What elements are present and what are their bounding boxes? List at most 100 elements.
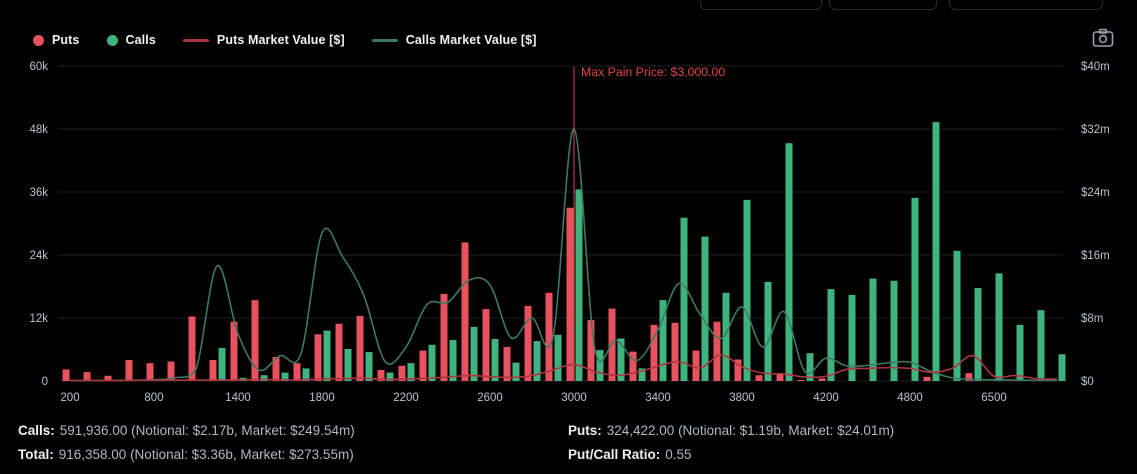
- puts-bar[interactable]: [293, 363, 301, 381]
- puts-bar[interactable]: [797, 379, 805, 381]
- calls-bar[interactable]: [995, 273, 1003, 381]
- puts-bar[interactable]: [713, 321, 721, 381]
- puts-bar[interactable]: [230, 321, 238, 381]
- puts-bar[interactable]: [776, 374, 784, 381]
- puts-bar[interactable]: [503, 346, 511, 381]
- calls-bar[interactable]: [953, 250, 961, 381]
- puts-market-value-line: [69, 354, 1058, 382]
- x-axis-label: 3800: [729, 392, 755, 404]
- puts-bar[interactable]: [104, 375, 112, 381]
- calls-bar[interactable]: [449, 340, 457, 381]
- y-axis-label-right: $8m: [1081, 313, 1103, 325]
- puts-bar[interactable]: [650, 324, 658, 381]
- x-axis-label: 3000: [561, 392, 587, 404]
- puts-bar[interactable]: [923, 376, 931, 381]
- calls-bar[interactable]: [1037, 310, 1045, 381]
- calls-bar[interactable]: [554, 334, 562, 381]
- puts-bar[interactable]: [62, 369, 70, 381]
- puts-bar[interactable]: [314, 334, 322, 381]
- puts-bar[interactable]: [608, 308, 616, 381]
- calls-bar[interactable]: [974, 288, 982, 381]
- calls-bar[interactable]: [932, 122, 940, 382]
- calls-bar[interactable]: [218, 347, 226, 381]
- calls-bar[interactable]: [785, 143, 793, 381]
- calls-bar[interactable]: [659, 300, 667, 381]
- calls-bar[interactable]: [806, 353, 814, 381]
- legend-label: Puts Market Value [$]: [216, 33, 345, 47]
- calls-bar[interactable]: [260, 375, 268, 381]
- puts-bar[interactable]: [629, 351, 637, 381]
- top-cutoff-button-2[interactable]: [829, 0, 937, 10]
- calls-bar[interactable]: [344, 348, 352, 381]
- puts-bar[interactable]: [251, 300, 259, 381]
- camera-screenshot-button[interactable]: [1090, 26, 1116, 50]
- puts-bar[interactable]: [272, 356, 280, 381]
- calls-bar[interactable]: [302, 368, 310, 381]
- calls-bar[interactable]: [1058, 354, 1066, 381]
- puts-bar[interactable]: [356, 315, 364, 381]
- puts-bar[interactable]: [671, 322, 679, 381]
- puts-bar[interactable]: [419, 350, 427, 381]
- calls-bar[interactable]: [1016, 324, 1024, 381]
- puts-bar[interactable]: [377, 369, 385, 381]
- calls-bar[interactable]: [680, 217, 688, 381]
- puts-bar[interactable]: [83, 372, 91, 381]
- calls-bar[interactable]: [428, 344, 436, 381]
- puts-line-icon: [182, 38, 209, 42]
- puts-bar[interactable]: [587, 320, 595, 381]
- calls-bar[interactable]: [743, 199, 751, 381]
- calls-bar[interactable]: [701, 236, 709, 381]
- calls-bar[interactable]: [764, 281, 772, 381]
- calls-bar[interactable]: [533, 341, 541, 381]
- legend-item-calls[interactable]: Calls: [106, 33, 156, 47]
- max-pain-label: Max Pain Price: $3,000.00: [581, 65, 725, 79]
- puts-bar[interactable]: [566, 207, 574, 381]
- puts-bar[interactable]: [188, 316, 196, 381]
- calls-market-value-line: [69, 128, 1058, 382]
- calls-bar[interactable]: [848, 294, 856, 381]
- calls-bar[interactable]: [512, 362, 520, 381]
- calls-bar[interactable]: [323, 330, 331, 381]
- calls-bar[interactable]: [827, 289, 835, 381]
- calls-bar[interactable]: [575, 189, 583, 381]
- puts-bar[interactable]: [146, 363, 154, 381]
- legend-item-puts[interactable]: Puts: [33, 33, 80, 47]
- puts-bar[interactable]: [482, 309, 490, 381]
- calls-bar[interactable]: [911, 197, 919, 381]
- calls-bar[interactable]: [365, 352, 373, 381]
- y-axis-label-right: $16m: [1081, 250, 1110, 262]
- puts-bar[interactable]: [335, 323, 343, 381]
- top-cutoff-button-1[interactable]: [700, 0, 822, 10]
- calls-bar[interactable]: [407, 363, 415, 381]
- calls-bar[interactable]: [491, 339, 499, 381]
- legend-item-puts-market-value[interactable]: Puts Market Value [$]: [182, 33, 345, 47]
- top-cutoff-button-3[interactable]: [949, 0, 1103, 10]
- y-axis-label-left: 36k: [29, 187, 48, 199]
- puts-bar[interactable]: [755, 375, 763, 381]
- x-axis-label: 3400: [645, 392, 671, 404]
- puts-bar[interactable]: [734, 359, 742, 381]
- calls-bar[interactable]: [281, 372, 289, 381]
- puts-bar[interactable]: [818, 378, 826, 381]
- puts-bar[interactable]: [461, 242, 469, 381]
- puts-bar[interactable]: [692, 350, 700, 381]
- puts-stat-label: Puts:: [568, 423, 602, 438]
- puts-bar[interactable]: [398, 365, 406, 381]
- puts-bar[interactable]: [209, 360, 217, 381]
- puts-bar[interactable]: [524, 305, 532, 381]
- calls-bar[interactable]: [386, 372, 394, 381]
- calls-bar[interactable]: [617, 338, 625, 381]
- puts-bar[interactable]: [965, 373, 973, 381]
- calls-bar[interactable]: [638, 368, 646, 381]
- legend-item-calls-market-value[interactable]: Calls Market Value [$]: [371, 33, 537, 47]
- x-axis-label: 800: [144, 392, 163, 404]
- puts-bar[interactable]: [440, 293, 448, 381]
- calls-bar[interactable]: [869, 278, 877, 381]
- puts-bar[interactable]: [167, 361, 175, 381]
- puts-bar[interactable]: [545, 292, 553, 381]
- calls-bar[interactable]: [596, 350, 604, 381]
- calls-bar[interactable]: [722, 292, 730, 381]
- puts-bar[interactable]: [125, 360, 133, 381]
- calls-bar[interactable]: [470, 326, 478, 381]
- calls-bar[interactable]: [890, 280, 898, 381]
